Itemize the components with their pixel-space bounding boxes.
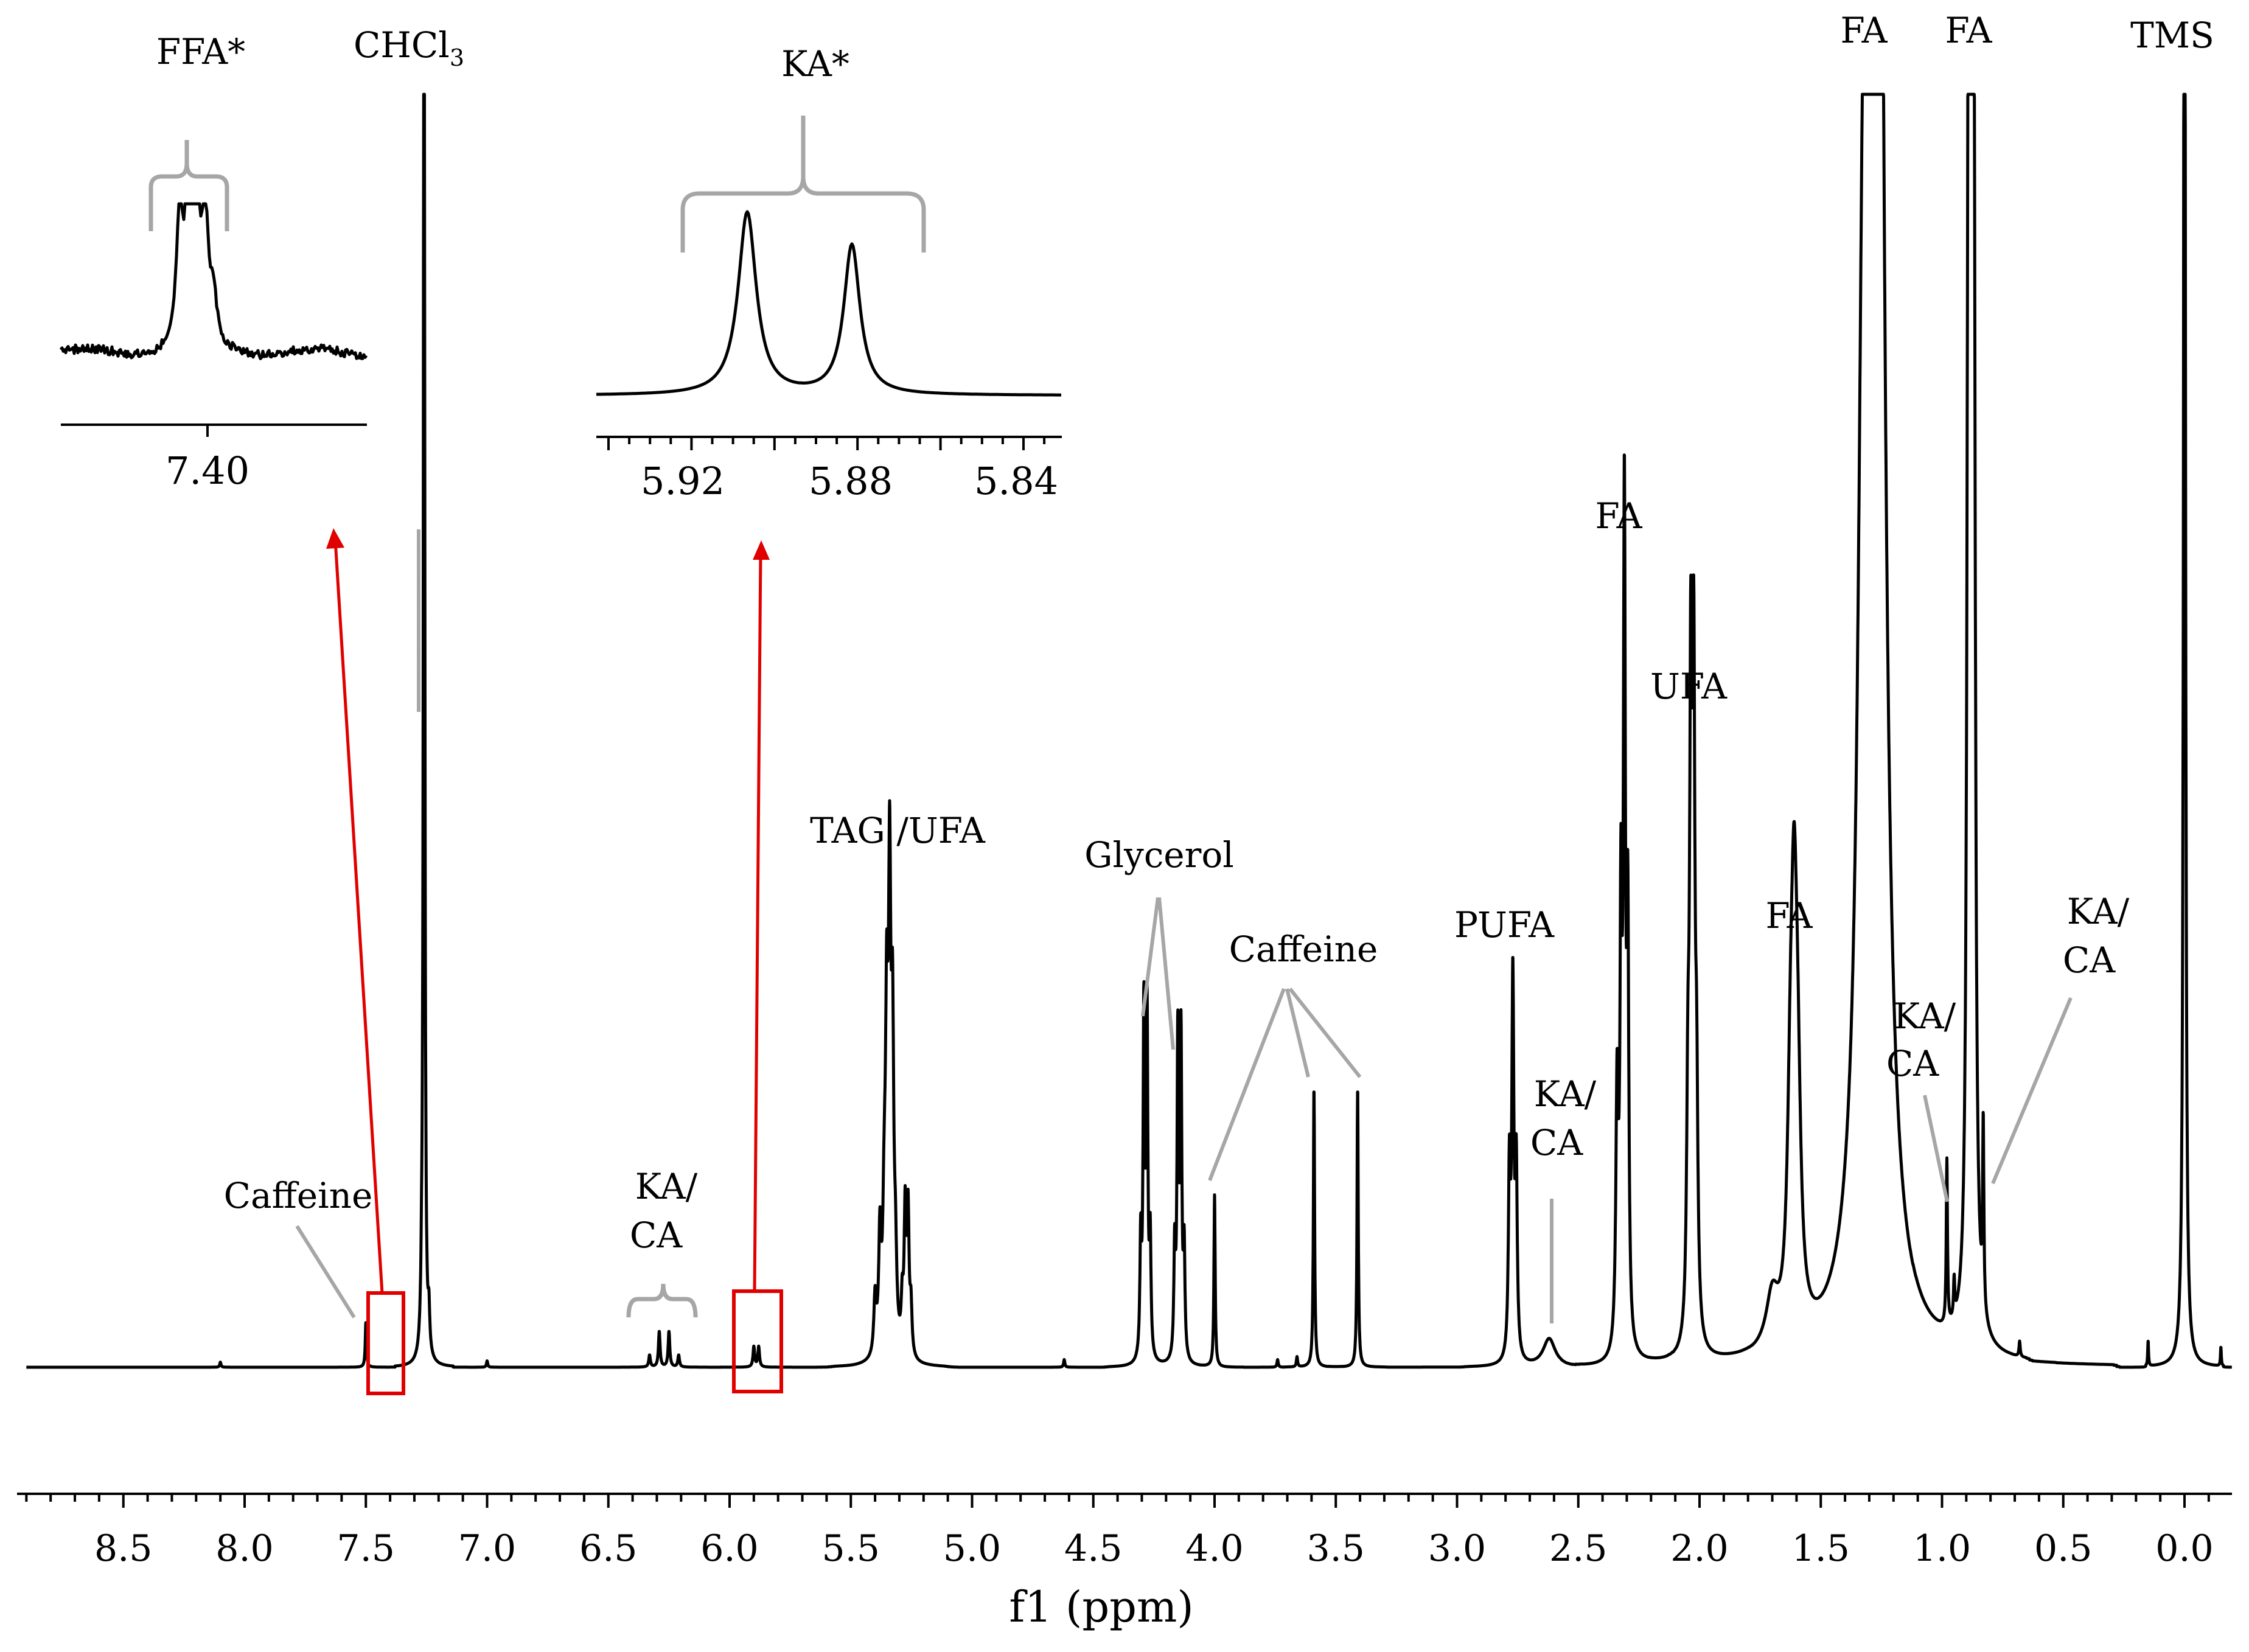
label-caffeine-mid: Caffeine	[1229, 929, 1378, 970]
zoom-arrow-ka-head	[753, 540, 770, 560]
label-ka-ca-2-line2: CA	[1530, 1122, 1583, 1163]
spectrum-trace	[25, 92, 2233, 1369]
inset-ffa-brace	[148, 140, 229, 231]
inset-ffa-title: FFA*	[156, 31, 245, 72]
zoom-arrow-ka-shaft	[753, 552, 762, 1292]
leader-ka-ca-4	[1991, 997, 2073, 1185]
inset-ka-title: KA*	[781, 43, 849, 85]
label-chcl3: CHCl3	[354, 24, 464, 71]
x-tick-label: 6.0	[700, 1527, 758, 1570]
label-pufa: PUFA	[1454, 904, 1555, 946]
x-tick-label: 1.5	[1792, 1527, 1850, 1570]
label-fa-1-3: FA	[1840, 10, 1888, 51]
zoom-box-ka	[732, 1289, 783, 1393]
leader-glycerol-a	[1141, 897, 1160, 1017]
label-fa-1-6: FA	[1765, 895, 1813, 936]
x-tick-label: 4.5	[1064, 1527, 1122, 1570]
x-tick-label: 2.5	[1549, 1527, 1607, 1570]
label-ka-ca-4-line1: KA/	[2067, 891, 2130, 932]
inset-ka-ticks	[607, 437, 1046, 450]
label-caffeine-left: Caffeine	[224, 1175, 373, 1216]
x-tick-label: 0.0	[2155, 1527, 2213, 1570]
x-axis-title: f1 (ppm)	[1009, 1582, 1193, 1632]
inset-ffa-trace	[59, 202, 368, 360]
inset-ka-tick-label-1: 5.92	[641, 459, 725, 503]
inset-ka-brace	[680, 116, 926, 253]
zoom-box-ffa	[366, 1291, 405, 1395]
label-ka-ca-4-line2: CA	[2063, 939, 2116, 981]
label-fa-0-9: FA	[1945, 10, 1992, 51]
inset-ka-tick-label-3: 5.84	[974, 459, 1058, 503]
x-tick-label: 7.5	[337, 1527, 395, 1570]
leader-glycerol-b	[1157, 897, 1175, 1050]
x-tick-label: 3.0	[1428, 1527, 1486, 1570]
x-tick-label: 5.5	[822, 1527, 880, 1570]
inset-ffa-tick-label: 7.40	[166, 448, 249, 493]
x-tick-label: 1.0	[1913, 1527, 1971, 1570]
zoom-arrow-ffa-shaft	[333, 540, 384, 1294]
zoom-arrow-ffa-head	[326, 528, 344, 549]
x-tick-label: 4.0	[1185, 1527, 1243, 1570]
label-ka-ca-3-line2: CA	[1886, 1043, 1939, 1084]
x-tick-label: 8.0	[215, 1527, 273, 1570]
label-ufa: UFA	[1650, 666, 1728, 707]
leader-caffeine-mid-b	[1285, 988, 1310, 1078]
x-tick-label: 3.5	[1307, 1527, 1365, 1570]
leader-caffeine-left	[295, 1225, 356, 1319]
inset-ka-trace	[596, 210, 1062, 397]
label-tag-ufa: TAG /UFA	[810, 810, 986, 851]
label-chcl3-main: CHCl	[354, 24, 450, 66]
x-axis-tick-labels: 8.5 8.0 7.5 7.0 6.5 6.0 5.5 5.0 4.5 4.0 3.5 3.0 2.5 2…	[94, 1527, 2214, 1570]
x-axis-major-ticks	[122, 1494, 2186, 1508]
x-tick-label: 2.0	[1670, 1527, 1728, 1570]
label-ka-ca-1-line2: CA	[630, 1215, 683, 1256]
x-tick-label: 8.5	[94, 1527, 152, 1570]
leader-caffeine-mid-c	[1288, 988, 1362, 1078]
x-axis-minor-ticks	[25, 1494, 2210, 1502]
x-tick-label: 5.0	[943, 1527, 1001, 1570]
label-ka-ca-2-line1: KA/	[1534, 1073, 1597, 1115]
inset-ka: KA* 5.92 5.88 5.84	[596, 43, 1062, 503]
leader-ka-ca-3	[1923, 1095, 1949, 1202]
label-ka-ca-3-line1: KA/	[1894, 995, 1956, 1037]
x-tick-label: 0.5	[2034, 1527, 2092, 1570]
inset-ka-tick-label-2: 5.88	[809, 459, 893, 503]
label-ka-ca-1-line1: KA/	[635, 1166, 698, 1207]
label-fa-2-3: FA	[1595, 495, 1642, 537]
x-tick-label: 6.5	[579, 1527, 637, 1570]
leader-caffeine-mid-a	[1208, 988, 1286, 1182]
label-chcl3-subscript: 3	[450, 44, 464, 71]
brace-ka-ca-1	[626, 1283, 698, 1318]
label-glycerol: Glycerol	[1084, 834, 1234, 876]
label-tms: TMS	[2130, 15, 2214, 56]
x-tick-label: 7.0	[458, 1527, 516, 1570]
inset-ffa: FFA* 7.40	[59, 31, 368, 493]
